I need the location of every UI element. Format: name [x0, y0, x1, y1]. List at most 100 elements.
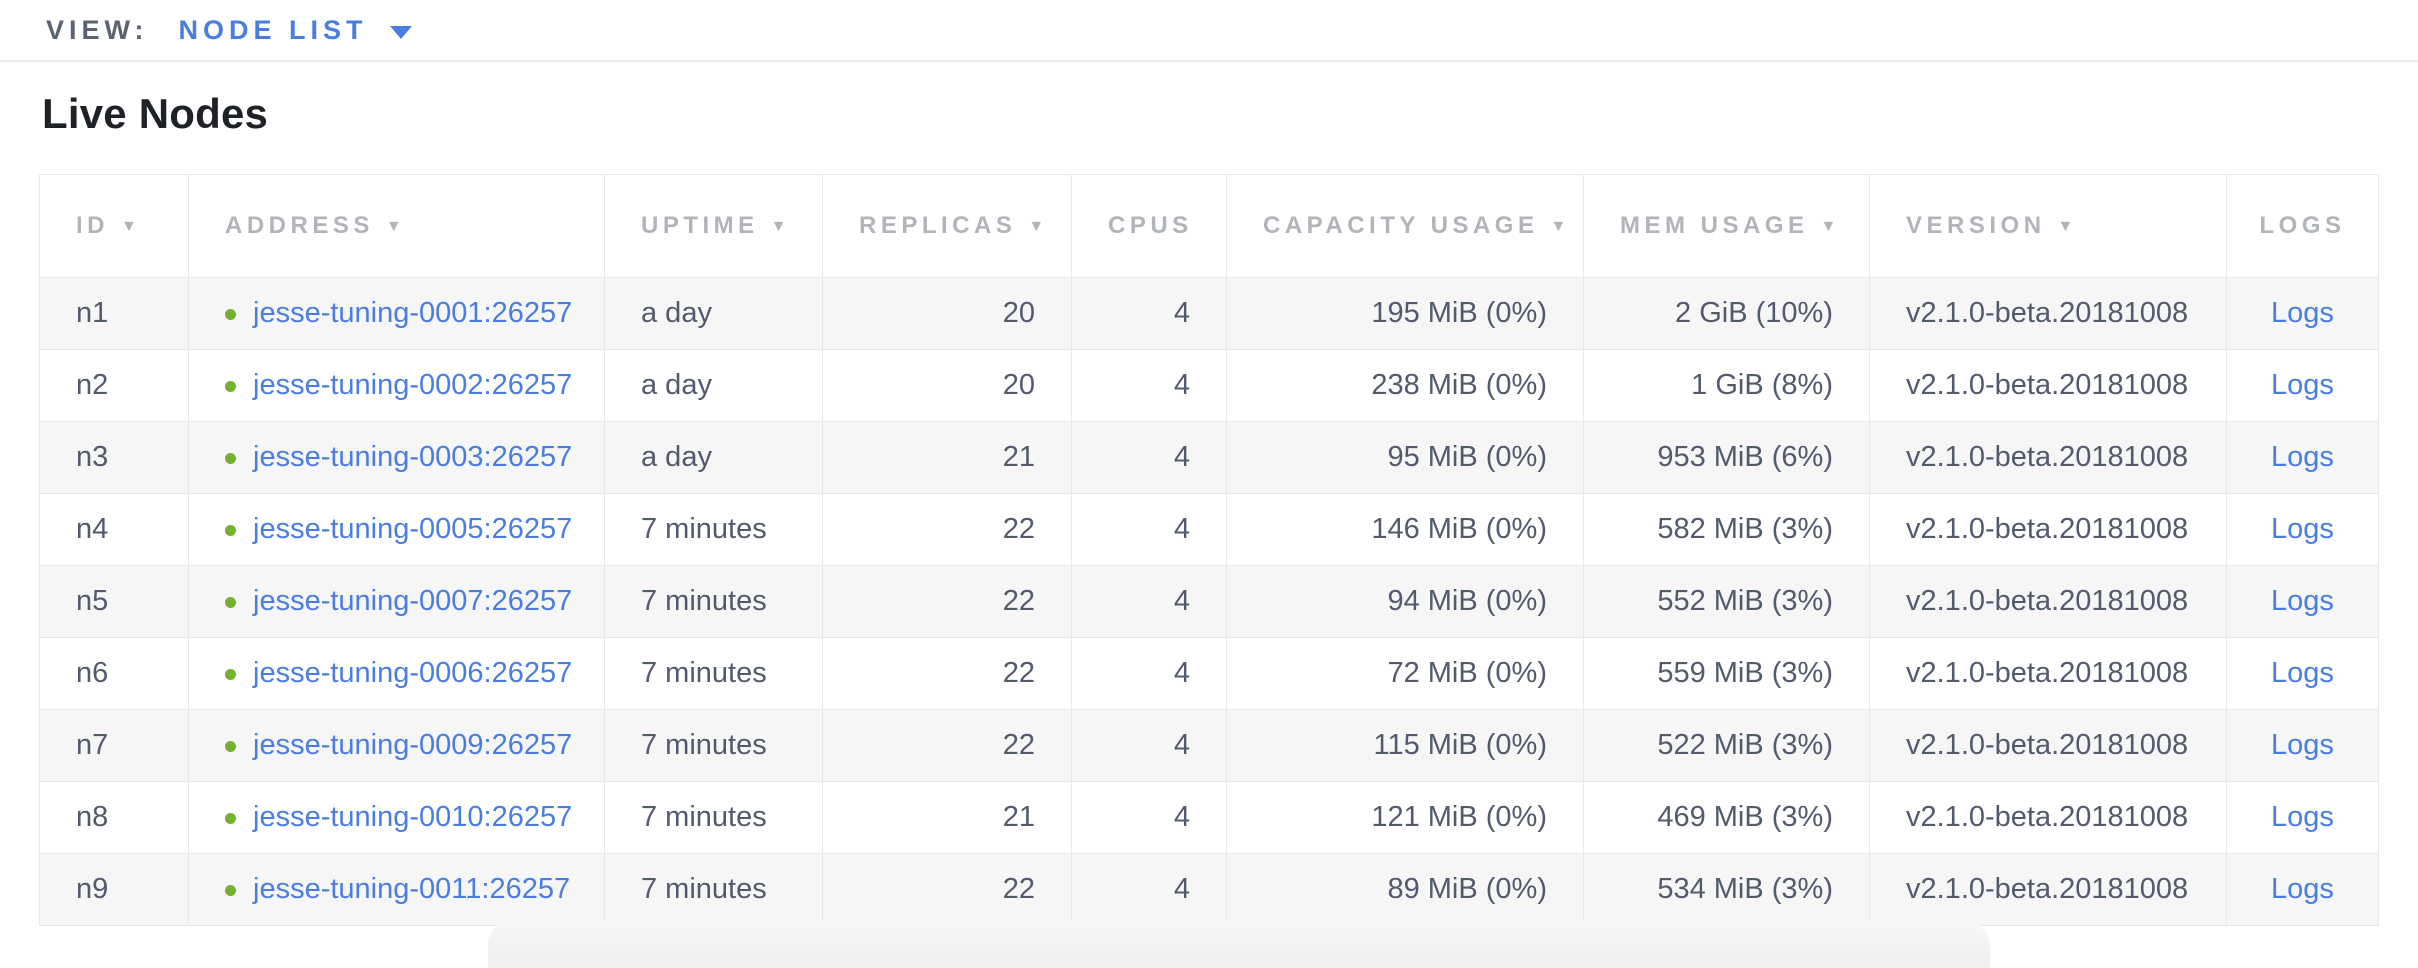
table-row: n3 jesse-tuning-0003:26257 a day 21 4 95… — [39, 421, 2379, 494]
node-status-icon — [225, 309, 236, 320]
node-address-cell: jesse-tuning-0011:26257 — [188, 853, 605, 926]
node-address-link[interactable]: jesse-tuning-0005:26257 — [253, 513, 573, 545]
column-header-id[interactable]: ID ▼ — [39, 174, 189, 278]
column-header-replicas[interactable]: REPLICAS ▼ — [822, 174, 1072, 278]
node-capacity-cell: 115 MiB (0%) — [1226, 709, 1584, 782]
node-version-cell: v2.1.0-beta.20181008 — [1869, 421, 2227, 494]
node-cpus-cell: 4 — [1071, 277, 1227, 350]
column-header-capacity[interactable]: CAPACITY USAGE ▼ — [1226, 174, 1584, 278]
node-uptime-cell: a day — [604, 421, 823, 494]
node-replicas-cell: 22 — [822, 709, 1072, 782]
column-header-label: VERSION — [1906, 212, 2046, 239]
node-id-cell: n3 — [39, 421, 189, 494]
node-mem-cell: 469 MiB (3%) — [1583, 781, 1870, 854]
node-status-icon — [225, 885, 236, 896]
column-header-label: LOGS — [2259, 212, 2346, 239]
node-status-icon — [225, 381, 236, 392]
column-header-address[interactable]: ADDRESS ▼ — [188, 174, 605, 278]
logs-link[interactable]: Logs — [2271, 657, 2334, 689]
node-id-cell: n2 — [39, 349, 189, 422]
node-capacity-cell: 72 MiB (0%) — [1226, 637, 1584, 710]
node-cpus-cell: 4 — [1071, 781, 1227, 854]
node-address-link[interactable]: jesse-tuning-0009:26257 — [253, 729, 573, 761]
column-header-uptime[interactable]: UPTIME ▼ — [604, 174, 823, 278]
logs-link[interactable]: Logs — [2271, 585, 2334, 617]
node-replicas-cell: 21 — [822, 421, 1072, 494]
logs-link[interactable]: Logs — [2271, 801, 2334, 833]
node-address-link[interactable]: jesse-tuning-0001:26257 — [253, 297, 573, 329]
node-version-cell: v2.1.0-beta.20181008 — [1869, 853, 2227, 926]
node-status-icon — [225, 453, 236, 464]
node-capacity-cell: 146 MiB (0%) — [1226, 493, 1584, 566]
node-replicas-cell: 20 — [822, 277, 1072, 350]
node-logs-cell: Logs — [2226, 637, 2379, 710]
node-mem-cell: 953 MiB (6%) — [1583, 421, 1870, 494]
node-replicas-cell: 22 — [822, 565, 1072, 638]
node-cpus-cell: 4 — [1071, 637, 1227, 710]
node-address-link[interactable]: jesse-tuning-0003:26257 — [253, 441, 573, 473]
node-address-cell: jesse-tuning-0003:26257 — [188, 421, 605, 494]
sort-arrow-icon: ▼ — [385, 218, 407, 235]
node-address-link[interactable]: jesse-tuning-0010:26257 — [253, 801, 573, 833]
node-id-cell: n5 — [39, 565, 189, 638]
table-row: n4 jesse-tuning-0005:26257 7 minutes 22 … — [39, 493, 2379, 566]
node-capacity-cell: 89 MiB (0%) — [1226, 853, 1584, 926]
node-cpus-cell: 4 — [1071, 421, 1227, 494]
column-header-mem[interactable]: MEM USAGE ▼ — [1583, 174, 1870, 278]
table-row: n8 jesse-tuning-0010:26257 7 minutes 21 … — [39, 781, 2379, 854]
node-uptime-cell: a day — [604, 349, 823, 422]
column-header-version[interactable]: VERSION ▼ — [1869, 174, 2227, 278]
node-id-cell: n1 — [39, 277, 189, 350]
node-cpus-cell: 4 — [1071, 709, 1227, 782]
sort-arrow-icon: ▼ — [2057, 218, 2078, 235]
node-status-icon — [225, 813, 236, 824]
view-dropdown[interactable]: NODE LIST — [179, 15, 412, 46]
column-header-label: ID — [76, 212, 109, 239]
sort-arrow-icon: ▼ — [770, 218, 792, 235]
node-uptime-cell: 7 minutes — [604, 709, 823, 782]
node-cpus-cell: 4 — [1071, 493, 1227, 566]
column-header-label: CPUS — [1108, 212, 1193, 239]
sort-arrow-icon: ▼ — [1550, 218, 1571, 235]
live-nodes-table: ID ▼ ADDRESS ▼ UPTIME ▼ REPLICAS ▼ CPUS CAPACITY … — [39, 174, 2379, 926]
node-mem-cell: 552 MiB (3%) — [1583, 565, 1870, 638]
node-capacity-cell: 195 MiB (0%) — [1226, 277, 1584, 350]
node-address-link[interactable]: jesse-tuning-0007:26257 — [253, 585, 573, 617]
node-logs-cell: Logs — [2226, 277, 2379, 350]
logs-link[interactable]: Logs — [2271, 873, 2334, 905]
node-cpus-cell: 4 — [1071, 565, 1227, 638]
view-bar: VIEW: NODE LIST — [0, 0, 2418, 62]
logs-link[interactable]: Logs — [2271, 297, 2334, 329]
node-logs-cell: Logs — [2226, 781, 2379, 854]
node-logs-cell: Logs — [2226, 493, 2379, 566]
sort-arrow-icon: ▼ — [1820, 218, 1841, 235]
node-replicas-cell: 22 — [822, 853, 1072, 926]
node-capacity-cell: 121 MiB (0%) — [1226, 781, 1584, 854]
page-title: Live Nodes — [42, 90, 269, 137]
node-version-cell: v2.1.0-beta.20181008 — [1869, 637, 2227, 710]
node-address-link[interactable]: jesse-tuning-0006:26257 — [253, 657, 573, 689]
node-id-cell: n8 — [39, 781, 189, 854]
node-mem-cell: 534 MiB (3%) — [1583, 853, 1870, 926]
column-header-label: ADDRESS — [225, 212, 374, 239]
node-capacity-cell: 238 MiB (0%) — [1226, 349, 1584, 422]
node-mem-cell: 2 GiB (10%) — [1583, 277, 1870, 350]
node-address-cell: jesse-tuning-0001:26257 — [188, 277, 605, 350]
node-version-cell: v2.1.0-beta.20181008 — [1869, 349, 2227, 422]
node-logs-cell: Logs — [2226, 709, 2379, 782]
node-replicas-cell: 21 — [822, 781, 1072, 854]
logs-link[interactable]: Logs — [2271, 729, 2334, 761]
node-replicas-cell: 22 — [822, 637, 1072, 710]
logs-link[interactable]: Logs — [2271, 513, 2334, 545]
node-uptime-cell: 7 minutes — [604, 781, 823, 854]
view-label: VIEW: — [46, 14, 149, 45]
node-address-link[interactable]: jesse-tuning-0002:26257 — [253, 369, 573, 401]
node-address-cell: jesse-tuning-0005:26257 — [188, 493, 605, 566]
logs-link[interactable]: Logs — [2271, 369, 2334, 401]
node-capacity-cell: 95 MiB (0%) — [1226, 421, 1584, 494]
logs-link[interactable]: Logs — [2271, 441, 2334, 473]
node-version-cell: v2.1.0-beta.20181008 — [1869, 277, 2227, 350]
node-logs-cell: Logs — [2226, 853, 2379, 926]
node-address-link[interactable]: jesse-tuning-0011:26257 — [253, 873, 571, 905]
node-id-cell: n4 — [39, 493, 189, 566]
